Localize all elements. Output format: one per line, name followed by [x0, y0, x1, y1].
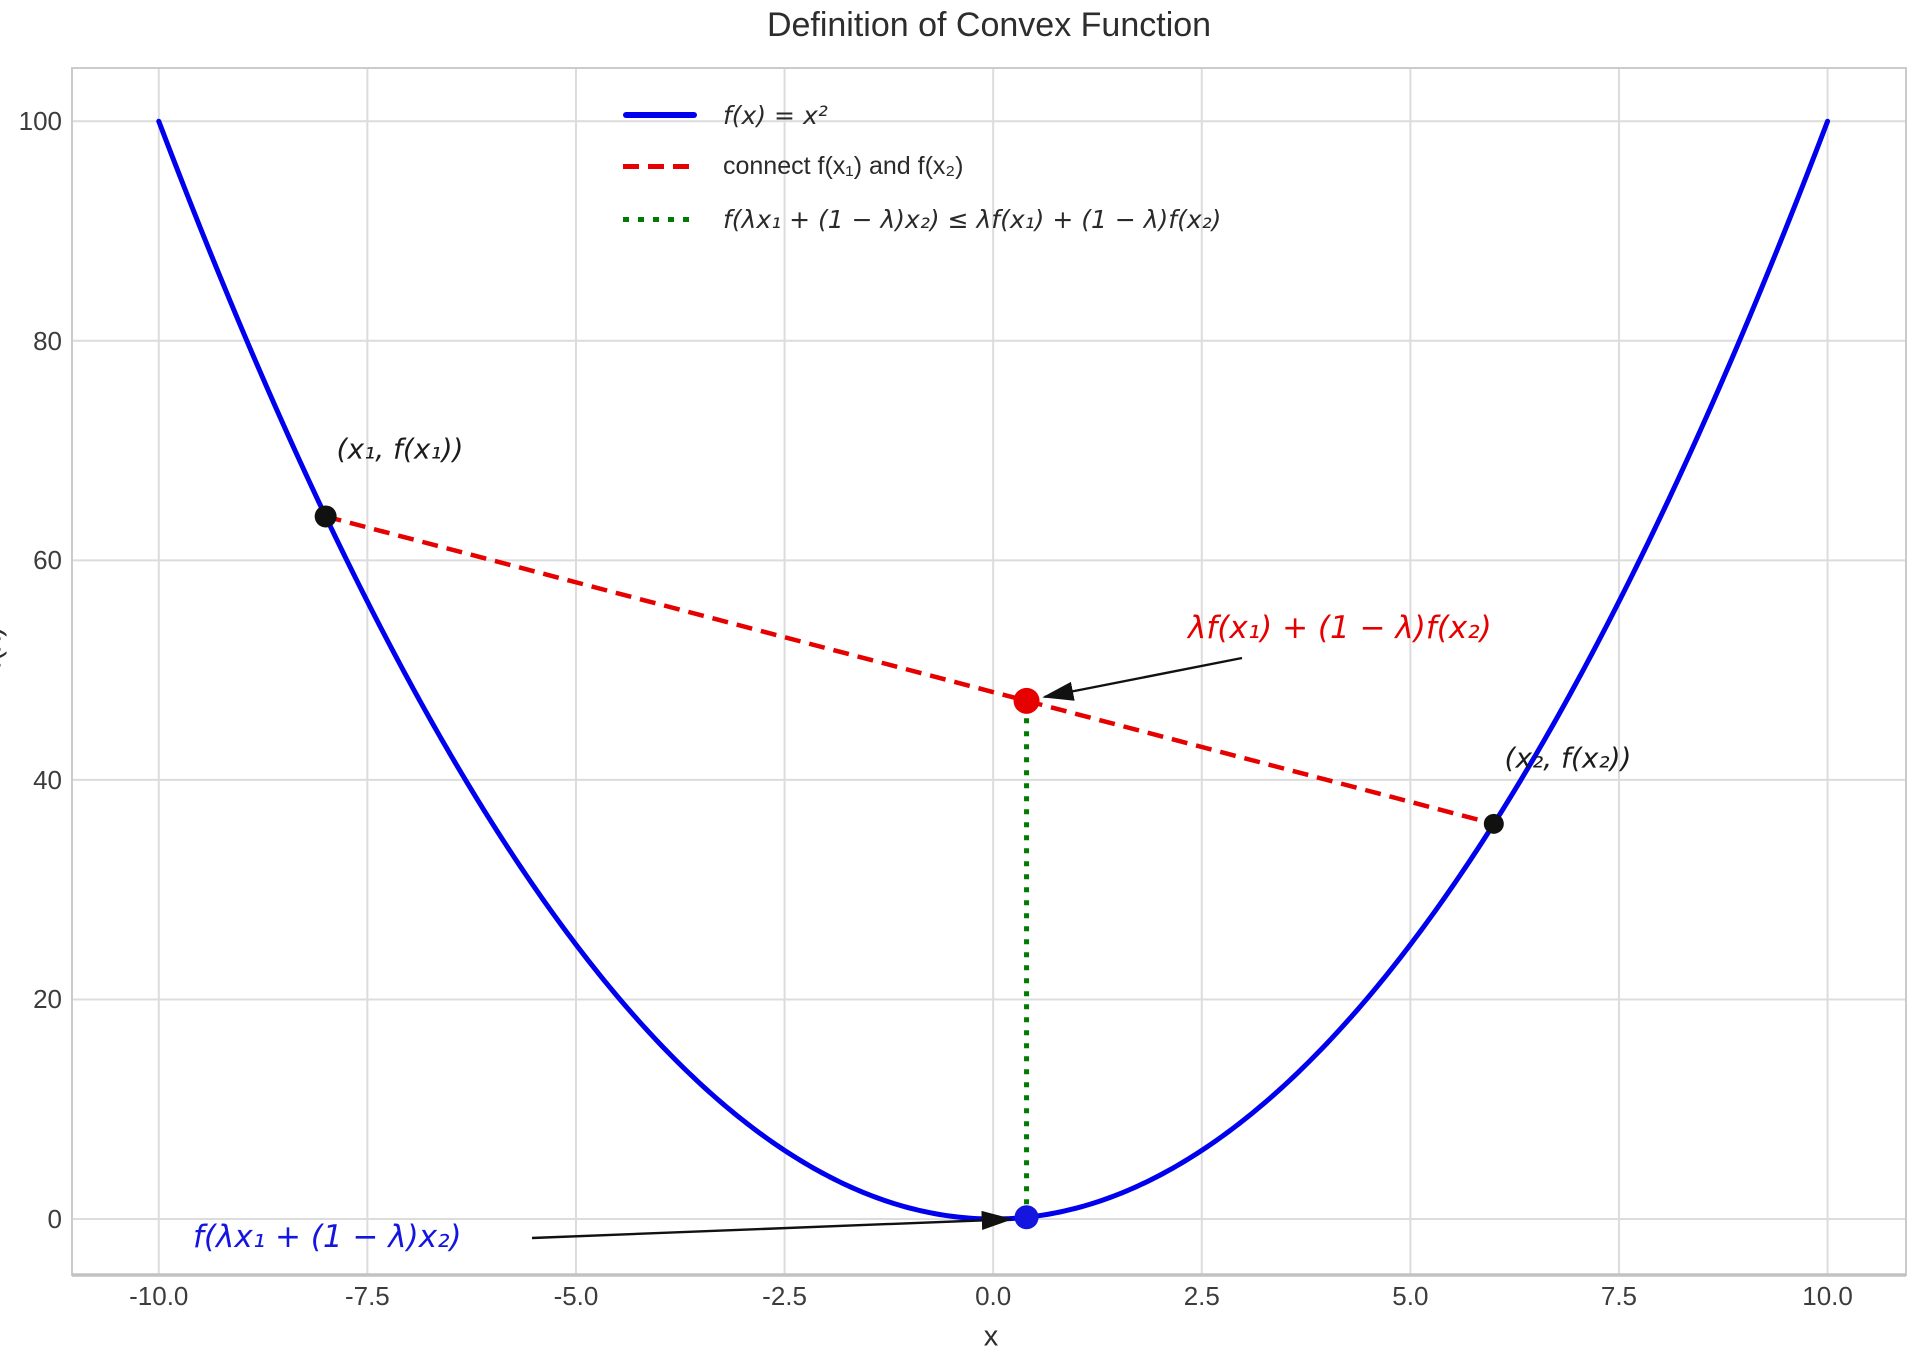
x-tick-label: 0.0 [975, 1281, 1012, 1311]
x-tick-label: 2.5 [1183, 1281, 1220, 1311]
x-tick-label: 5.0 [1392, 1281, 1429, 1311]
x-axis-label: x [983, 1320, 999, 1353]
legend-inequality-swatch [623, 216, 697, 222]
axes-spines [71, 67, 1907, 1276]
legend-curve-swatch [623, 112, 697, 118]
legend-chord-label: connect f(x₁) and f(x₂) [723, 151, 964, 180]
annotation-x2: (x₂, f(x₂)) [1504, 741, 1632, 775]
arrow-to-function-value [531, 1210, 1013, 1240]
y-tick-label: 80 [33, 325, 62, 356]
annotation-function-value: f(λx₁ + (1 − λ)x₂) [193, 1219, 462, 1255]
x-tick-label: -5.0 [553, 1281, 599, 1311]
x-tick-label: -7.5 [344, 1281, 390, 1311]
annotation-x1: (x₁, f(x₁)) [336, 432, 464, 466]
y-tick-label: 20 [33, 984, 62, 1015]
legend-entry-chord: connect f(x₁) and f(x₂) [623, 146, 963, 186]
legend-curve-label: f(x) = x² [723, 100, 828, 130]
legend-entry-inequality: f(λx₁ + (1 − λ)x₂) ≤ λf(x₁) + (1 − λ)f(x… [623, 199, 1221, 239]
y-axis-label: f(x) [0, 627, 8, 669]
point-x1 [314, 505, 337, 528]
chord-line [325, 514, 1495, 826]
x-tick-label: 7.5 [1600, 1281, 1638, 1311]
y-tick-label: 0 [47, 1204, 62, 1234]
legend-inequality-label: f(λx₁ + (1 − λ)x₂) ≤ λf(x₁) + (1 − λ)f(x… [723, 204, 1222, 234]
arrow-to-weighted-value [1042, 656, 1243, 701]
y-tick-label: 40 [33, 764, 62, 795]
point-x2 [1483, 813, 1504, 834]
chart-title: Definition of Convex Function [766, 6, 1212, 44]
x-tick-label: -2.5 [762, 1281, 807, 1311]
point-function-value [1014, 1205, 1039, 1230]
y-tick-label: 60 [33, 545, 62, 576]
legend-entry-curve: f(x) = x² [623, 95, 828, 135]
point-weighted-value [1013, 687, 1040, 714]
y-tick-label: 100 [18, 106, 62, 137]
annotation-weighted-value: λf(x₁) + (1 − λ)f(x₂) [1188, 610, 1492, 646]
legend-chord-swatch [623, 163, 697, 169]
x-tick-label: 10.0 [1802, 1281, 1853, 1311]
x-tick-label: -10.0 [129, 1281, 189, 1311]
